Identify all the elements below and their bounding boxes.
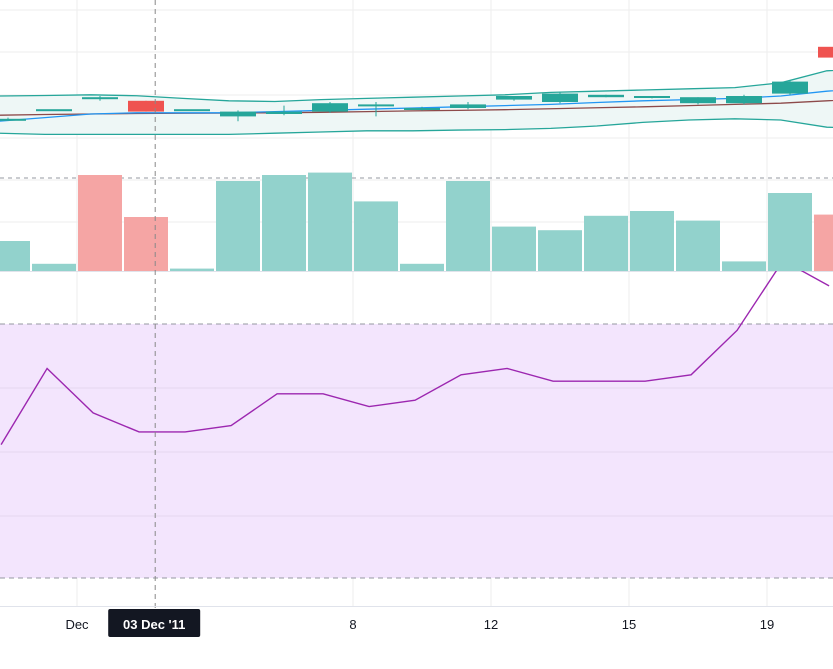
volume-bar xyxy=(492,227,536,271)
bollinger-bands xyxy=(0,68,833,178)
volume-bar xyxy=(538,230,582,271)
volume-bar xyxy=(584,216,628,271)
candle-body xyxy=(220,112,256,117)
rsi-pane xyxy=(0,260,833,578)
candle-body xyxy=(588,95,624,97)
x-tick-label: 19 xyxy=(760,617,774,632)
volume-bar xyxy=(354,201,398,271)
volume-bar xyxy=(446,181,490,271)
candle-body xyxy=(266,112,302,114)
candle-body xyxy=(542,94,578,102)
candle-body xyxy=(174,109,210,111)
x-tick-label: 12 xyxy=(484,617,498,632)
volume-bar xyxy=(216,181,260,271)
candle-body xyxy=(358,104,394,106)
candle-body xyxy=(726,96,762,103)
candle-body xyxy=(404,108,440,110)
candle-body xyxy=(634,96,670,98)
candle-body xyxy=(82,97,118,99)
volume-bar xyxy=(308,173,352,271)
candle-body xyxy=(680,97,716,103)
rsi-band-fill xyxy=(0,324,833,578)
candle-body xyxy=(450,104,486,108)
x-tick-label: Dec xyxy=(65,617,89,632)
volume-bar xyxy=(0,241,30,271)
x-tick-label: 15 xyxy=(622,617,636,632)
candle-body xyxy=(128,101,164,112)
x-tick-label: 8 xyxy=(349,617,356,632)
volume-bar xyxy=(262,175,306,271)
volume-bar xyxy=(676,221,720,271)
volume-bar xyxy=(630,211,674,271)
volume-bar xyxy=(400,264,444,271)
volume-bar xyxy=(768,193,812,271)
volume-bar xyxy=(170,269,214,271)
volume-bar xyxy=(814,215,833,271)
candle-body xyxy=(496,96,532,100)
candle-body xyxy=(818,47,833,58)
volume-bar xyxy=(32,264,76,271)
candle-body xyxy=(36,109,72,111)
volume-bar xyxy=(722,261,766,271)
candle-body xyxy=(0,119,26,121)
crosshair-date-label: 03 Dec '11 xyxy=(123,617,185,632)
volume-bar xyxy=(124,217,168,271)
candle-body xyxy=(312,103,348,111)
volume-bar xyxy=(78,175,122,271)
candle-body xyxy=(772,82,808,94)
time-axis: Dec 8 12 15 19 03 Dec '11 xyxy=(0,607,833,638)
